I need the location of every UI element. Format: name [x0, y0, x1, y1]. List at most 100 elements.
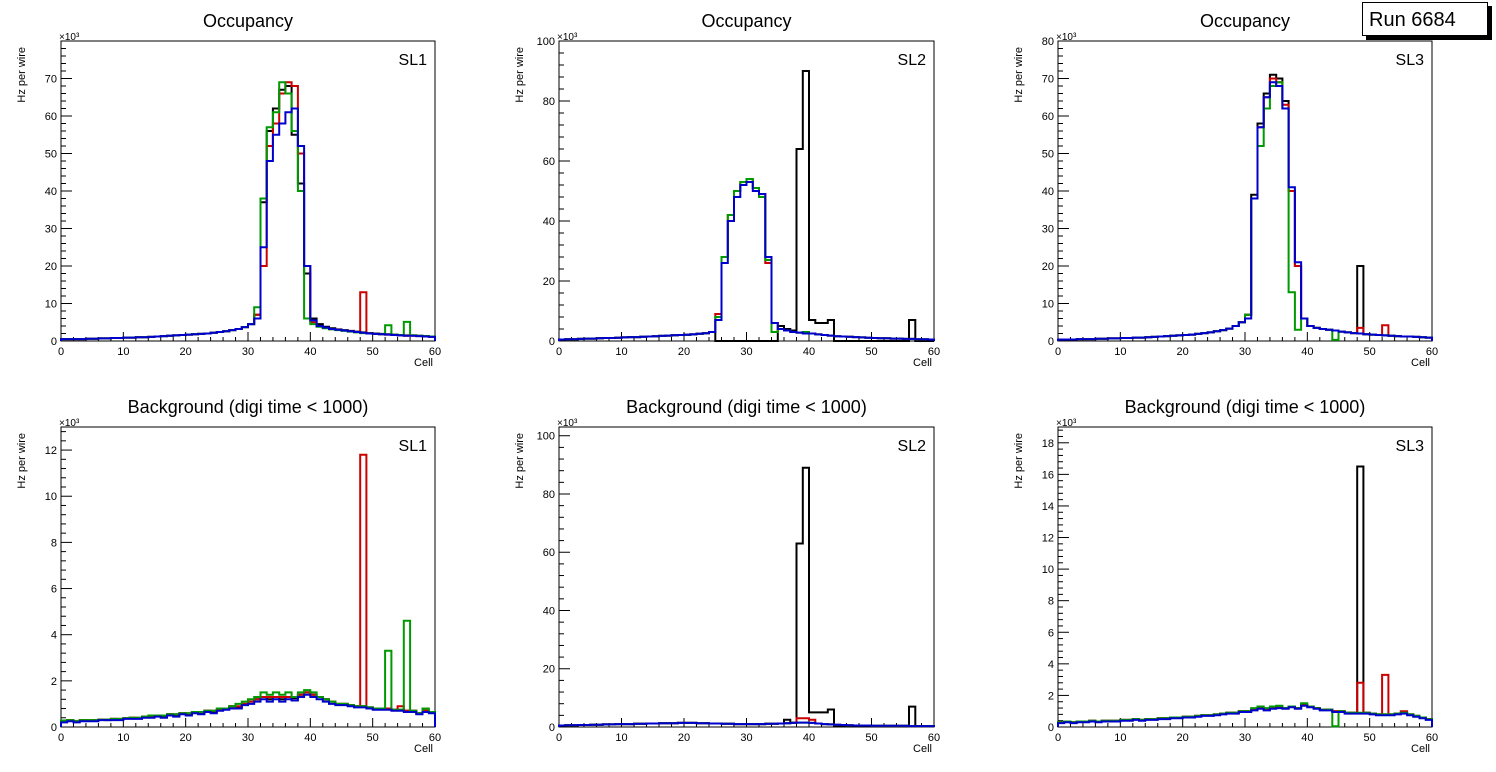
y-tick-label: 10 [45, 299, 57, 311]
y-axis-label: Hz per wire [1013, 433, 1025, 489]
x-tick-label: 40 [304, 732, 316, 744]
y-tick-label: 0 [549, 336, 555, 348]
axis-exponent-label: ×10³ [557, 32, 578, 43]
chart-title: Occupancy [1200, 11, 1290, 31]
x-tick-label: 20 [180, 732, 192, 744]
x-tick-label: 60 [928, 732, 940, 744]
y-tick-label: 80 [543, 489, 555, 501]
x-tick-label: 20 [180, 346, 192, 358]
series-line-black [1057, 465, 1433, 727]
plot-frame [558, 40, 935, 342]
y-tick-label: 6 [51, 584, 57, 596]
series-line-green [558, 178, 935, 341]
y-tick-label: 100 [537, 36, 555, 48]
series-line-green [60, 619, 436, 727]
y-tick-label: 20 [1042, 261, 1054, 273]
plot-frame [1057, 426, 1433, 728]
x-tick-label: 60 [429, 346, 441, 358]
y-tick-label: 2 [51, 676, 57, 688]
x-tick-label: 40 [803, 346, 815, 358]
y-tick-label: 0 [51, 722, 57, 734]
y-tick-label: 16 [1042, 469, 1054, 481]
series-line-blue [1057, 704, 1433, 727]
y-tick-label: 10 [1042, 564, 1054, 576]
y-tick-label: 30 [1042, 224, 1054, 236]
x-tick-label: 50 [1364, 346, 1376, 358]
y-tick-label: 4 [51, 630, 57, 642]
x-tick-label: 30 [242, 732, 254, 744]
panel-label: SL2 [898, 52, 927, 69]
y-tick-label: 70 [1042, 74, 1054, 86]
y-axis-label: Hz per wire [16, 47, 28, 103]
x-tick-label: 60 [1426, 346, 1438, 358]
x-tick-label: 20 [678, 346, 690, 358]
series-line-blue [558, 181, 935, 341]
y-tick-label: 6 [1048, 627, 1054, 639]
y-axis-label: Hz per wire [514, 47, 526, 103]
chart-title: Background (digi time < 1000) [1125, 397, 1366, 417]
x-tick-label: 10 [615, 346, 627, 358]
x-axis-label: Cell [913, 743, 932, 755]
y-tick-label: 0 [549, 722, 555, 734]
x-axis-label: Cell [414, 357, 433, 369]
y-tick-label: 12 [45, 445, 57, 457]
series-line-black [558, 466, 935, 728]
x-tick-label: 10 [117, 732, 129, 744]
x-tick-label: 30 [1239, 346, 1251, 358]
panel-label: SL3 [1396, 52, 1425, 69]
series-line-blue [1057, 81, 1433, 341]
y-tick-label: 20 [543, 276, 555, 288]
panel-label: SL2 [898, 438, 927, 455]
series-line-red [60, 81, 436, 341]
x-tick-label: 50 [865, 732, 877, 744]
axis-exponent-label: ×10³ [557, 418, 578, 429]
x-tick-label: 40 [304, 346, 316, 358]
x-tick-label: 0 [58, 346, 64, 358]
series-line-red [558, 178, 935, 341]
y-tick-label: 70 [45, 74, 57, 86]
x-tick-label: 0 [58, 732, 64, 744]
y-tick-label: 50 [45, 149, 57, 161]
series-line-red [60, 453, 436, 727]
y-tick-label: 18 [1042, 438, 1054, 450]
run-label-box: Run 6684 [1362, 2, 1488, 36]
y-tick-label: 60 [45, 111, 57, 123]
x-tick-label: 30 [1239, 732, 1251, 744]
series-line-blue [60, 107, 436, 341]
x-axis-label: Cell [913, 357, 932, 369]
series-line-black [558, 70, 934, 342]
y-tick-label: 80 [543, 96, 555, 108]
y-tick-label: 20 [45, 261, 57, 273]
x-tick-label: 0 [556, 732, 562, 744]
y-tick-label: 60 [543, 547, 555, 559]
y-tick-label: 40 [543, 605, 555, 617]
x-tick-label: 60 [928, 346, 940, 358]
y-tick-label: 2 [1048, 690, 1054, 702]
x-tick-label: 30 [242, 346, 254, 358]
panel-label: SL1 [399, 438, 428, 455]
x-tick-label: 10 [117, 346, 129, 358]
y-tick-label: 40 [45, 186, 57, 198]
series-line-black [1057, 73, 1433, 341]
plot-frame [1057, 40, 1433, 342]
y-tick-label: 80 [1042, 36, 1054, 48]
y-tick-label: 50 [1042, 149, 1054, 161]
y-tick-label: 8 [51, 537, 57, 549]
chart-title: Background (digi time < 1000) [128, 397, 369, 417]
x-tick-label: 0 [1055, 346, 1061, 358]
y-tick-label: 12 [1042, 533, 1054, 545]
series-line-red [1057, 77, 1433, 341]
x-tick-label: 40 [803, 732, 815, 744]
x-tick-label: 10 [1114, 732, 1126, 744]
plot-frame [558, 426, 935, 728]
x-tick-label: 50 [367, 346, 379, 358]
x-tick-label: 40 [1301, 732, 1313, 744]
x-axis-label: Cell [1411, 357, 1430, 369]
run-label: Run 6684 [1369, 9, 1456, 31]
series-line-green [60, 81, 436, 341]
x-tick-label: 40 [1301, 346, 1313, 358]
x-tick-label: 20 [1177, 346, 1189, 358]
x-axis-label: Cell [1411, 743, 1430, 755]
y-tick-label: 20 [543, 664, 555, 676]
series-line-green [1057, 81, 1433, 341]
